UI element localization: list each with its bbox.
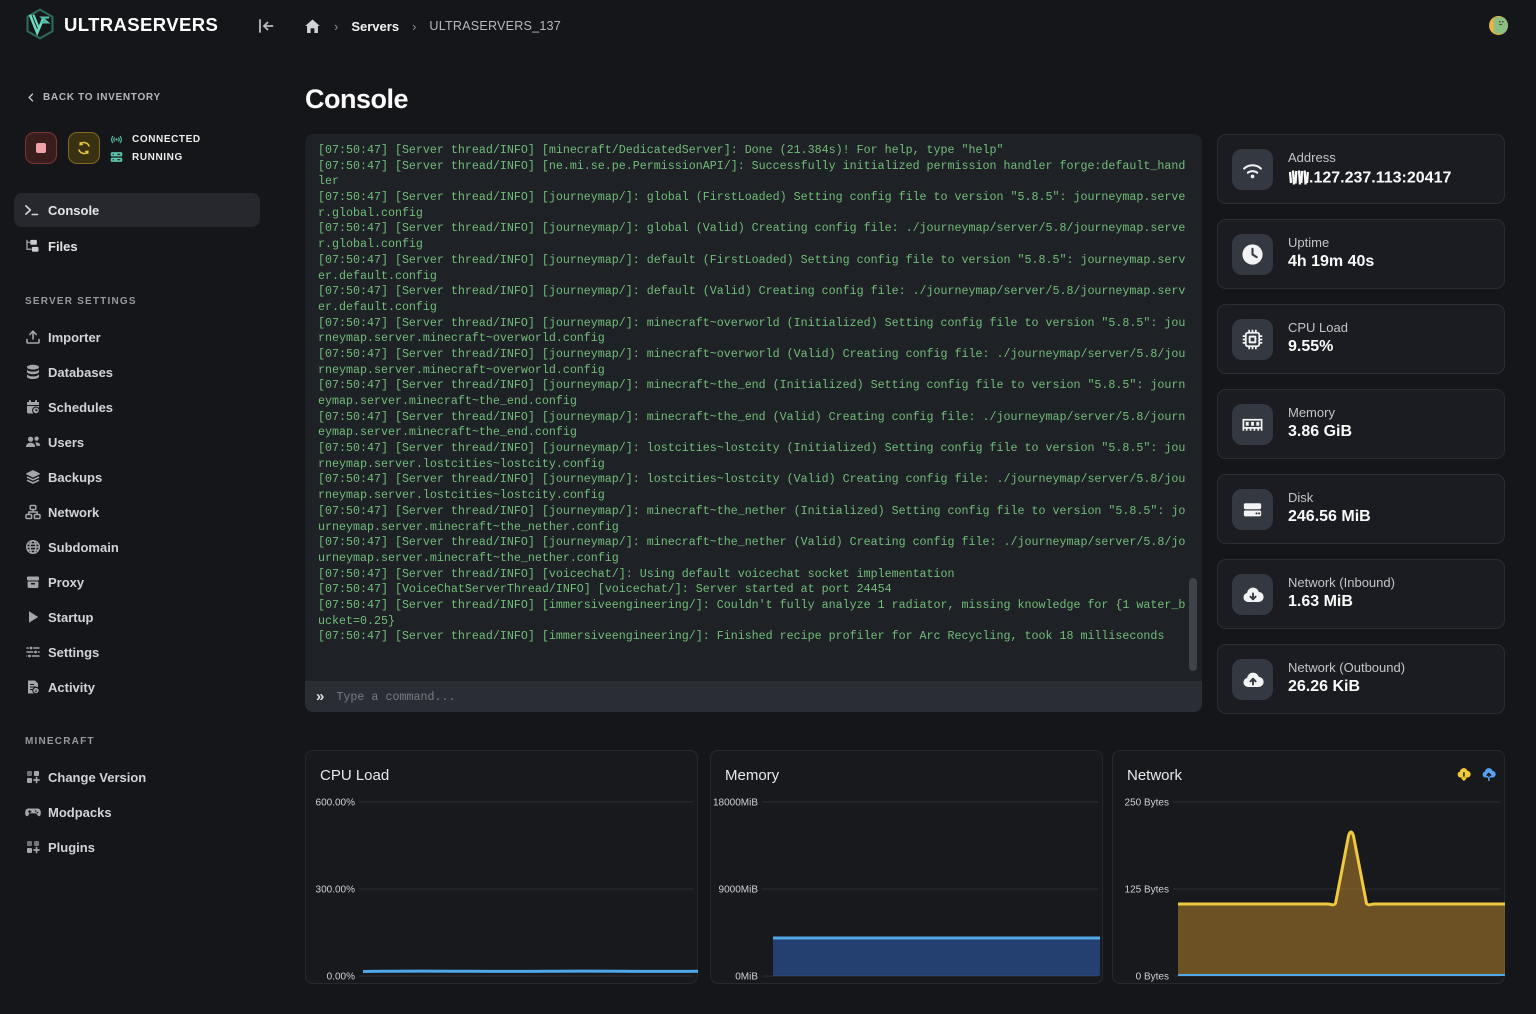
svg-text:9000MiB: 9000MiB: [719, 885, 759, 896]
svg-text:300.00%: 300.00%: [316, 885, 356, 896]
svg-text:125 Bytes: 125 Bytes: [1125, 885, 1169, 896]
svg-text:0 Bytes: 0 Bytes: [1136, 972, 1169, 983]
svg-text:18000MiB: 18000MiB: [713, 798, 758, 809]
svg-text:600.00%: 600.00%: [316, 798, 356, 809]
svg-text:250 Bytes: 250 Bytes: [1125, 798, 1169, 809]
svg-text:0MiB: 0MiB: [735, 972, 758, 983]
svg-text:0.00%: 0.00%: [327, 972, 355, 983]
